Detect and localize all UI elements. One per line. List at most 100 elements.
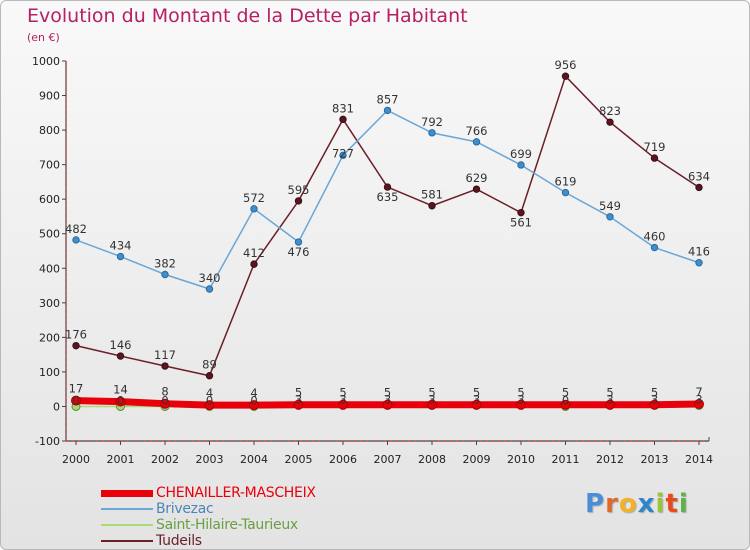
data-point bbox=[606, 118, 614, 126]
x-tick-label: 2009 bbox=[463, 453, 491, 466]
legend-label: Brivezac bbox=[156, 501, 214, 517]
data-point bbox=[72, 341, 80, 350]
data-point bbox=[160, 398, 170, 409]
data-point bbox=[472, 185, 481, 193]
data-label: 823 bbox=[599, 104, 621, 118]
x-tick-label: 2001 bbox=[107, 453, 135, 466]
data-label: 5 bbox=[428, 386, 435, 400]
data-label: 561 bbox=[510, 216, 532, 230]
data-label: 382 bbox=[154, 256, 176, 270]
data-label: 3 bbox=[295, 392, 302, 406]
x-tick-label: 2014 bbox=[685, 453, 713, 466]
data-label: 727 bbox=[332, 146, 354, 160]
data-label: 3 bbox=[606, 392, 613, 406]
x-tick-label: 2003 bbox=[196, 453, 224, 466]
data-label: 831 bbox=[332, 101, 354, 115]
data-label: 581 bbox=[421, 188, 443, 202]
data-point bbox=[161, 270, 169, 279]
data-point bbox=[161, 362, 169, 370]
data-point bbox=[338, 399, 348, 410]
y-tick-label: 500 bbox=[39, 228, 60, 241]
data-point bbox=[560, 399, 571, 410]
x-tick-label: 2012 bbox=[596, 453, 624, 466]
logo-letter: o bbox=[618, 489, 638, 519]
x-tick-label: 2008 bbox=[418, 453, 446, 466]
data-label: 3 bbox=[339, 392, 346, 406]
x-tick-label: 2005 bbox=[285, 453, 313, 466]
x-tick-label: 2007 bbox=[374, 453, 402, 466]
data-label: 0 bbox=[117, 393, 124, 407]
data-point bbox=[383, 106, 392, 115]
data-label: 549 bbox=[599, 199, 621, 213]
data-point bbox=[606, 213, 614, 221]
data-label: 3 bbox=[695, 392, 702, 406]
x-tick-label: 2013 bbox=[641, 453, 669, 466]
data-point bbox=[205, 372, 214, 380]
data-label: 595 bbox=[288, 183, 310, 197]
data-point bbox=[339, 115, 347, 124]
data-point bbox=[472, 138, 481, 146]
data-point bbox=[428, 129, 436, 137]
y-tick-label: 100 bbox=[39, 366, 60, 379]
data-label: 460 bbox=[644, 230, 666, 244]
data-label: 3 bbox=[517, 392, 524, 406]
logo-letter: r bbox=[605, 489, 619, 519]
data-label: 635 bbox=[377, 190, 399, 204]
chart-title: Evolution du Montant de la Dette par Hab… bbox=[27, 5, 468, 27]
legend-swatch bbox=[101, 489, 153, 497]
data-point bbox=[72, 236, 80, 244]
data-label: 5 bbox=[339, 386, 346, 400]
data-label: 476 bbox=[288, 245, 310, 259]
data-label: 5 bbox=[651, 386, 658, 400]
y-tick-label: 800 bbox=[39, 124, 60, 137]
x-tick-label: 2004 bbox=[240, 453, 268, 466]
data-label: 0 bbox=[72, 393, 79, 407]
data-label: 0 bbox=[250, 393, 257, 407]
data-label: 7 bbox=[695, 385, 702, 399]
data-point bbox=[605, 399, 615, 410]
data-point bbox=[561, 72, 570, 80]
data-point bbox=[204, 400, 215, 411]
data-point bbox=[650, 154, 659, 162]
data-label: 4 bbox=[206, 386, 213, 400]
data-point bbox=[428, 202, 436, 210]
data-point bbox=[694, 399, 704, 410]
legend-label: Tudeils bbox=[156, 533, 202, 549]
data-label: 629 bbox=[466, 171, 488, 185]
data-label: 434 bbox=[110, 239, 132, 253]
data-point bbox=[382, 399, 393, 410]
y-tick-label: 400 bbox=[39, 262, 60, 275]
logo-letter: x bbox=[637, 489, 656, 519]
y-tick-label: 200 bbox=[39, 331, 60, 344]
data-label: 5 bbox=[606, 386, 613, 400]
data-point bbox=[116, 352, 125, 360]
data-point bbox=[649, 399, 660, 410]
data-point bbox=[115, 396, 126, 407]
data-label: 5 bbox=[473, 386, 480, 400]
x-tick-label: 2006 bbox=[329, 453, 357, 466]
chart-subtitle: (en €) bbox=[27, 31, 60, 44]
data-point bbox=[293, 399, 304, 410]
data-label: 8 bbox=[161, 385, 168, 399]
y-tick-label: 0 bbox=[53, 400, 60, 413]
data-label: 766 bbox=[466, 124, 488, 138]
data-label: 340 bbox=[199, 271, 221, 285]
data-label: 14 bbox=[113, 383, 128, 397]
data-label: 572 bbox=[243, 191, 265, 205]
data-label: 4 bbox=[250, 386, 257, 400]
data-label: 3 bbox=[473, 392, 480, 406]
data-point bbox=[116, 252, 125, 261]
logo-letter: i bbox=[678, 489, 689, 519]
data-point bbox=[650, 243, 659, 252]
legend-swatch bbox=[101, 508, 153, 510]
data-label: 3 bbox=[651, 392, 658, 406]
data-label: 3 bbox=[384, 392, 391, 406]
data-label: 5 bbox=[517, 386, 524, 400]
data-point bbox=[471, 399, 482, 410]
legend-item: Tudeils bbox=[101, 533, 316, 549]
legend-label: Saint-Hilaire-Taurieux bbox=[156, 517, 298, 533]
data-point bbox=[249, 400, 259, 411]
y-tick-label: 700 bbox=[39, 159, 60, 172]
data-label: 0 bbox=[206, 393, 213, 407]
x-tick-label: 2000 bbox=[62, 453, 90, 466]
